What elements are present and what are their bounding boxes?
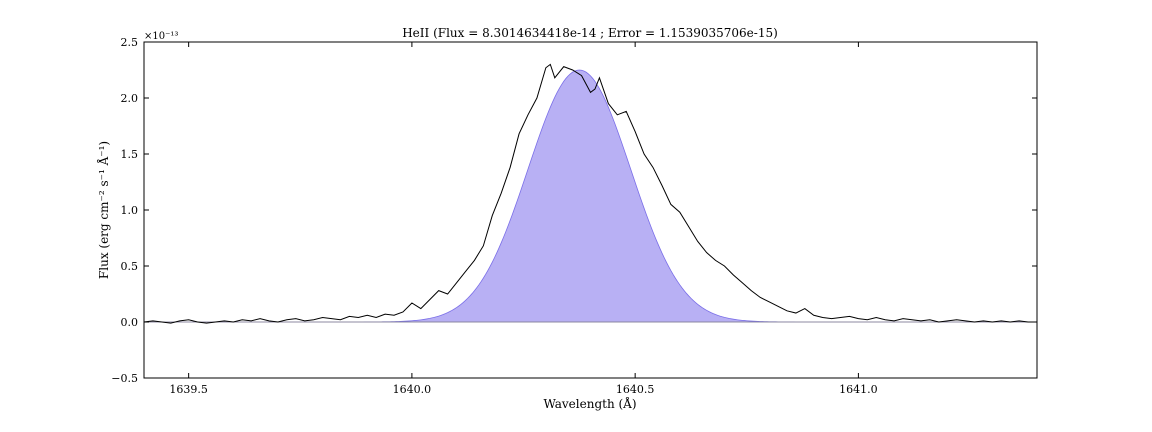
y-tick-label: 2.0	[121, 92, 139, 105]
x-tick-label: 1640.0	[393, 383, 432, 396]
y-tick-label: 1.5	[121, 148, 139, 161]
x-axis-label: Wavelength (Å)	[543, 396, 636, 411]
plot-area	[143, 63, 1037, 324]
y-tick-label: 1.0	[121, 204, 139, 217]
y-offset-text: ×10⁻¹³	[144, 31, 178, 42]
chart-title: HeII (Flux = 8.3014634418e-14 ; Error = …	[402, 26, 778, 40]
y-axis-label: Flux (erg cm⁻² s⁻¹ Å⁻¹)	[96, 141, 111, 279]
data-line	[143, 63, 1037, 324]
y-tick-label: −0.5	[111, 372, 138, 385]
y-tick-label: 0.0	[121, 316, 139, 329]
x-tick-label: 1639.5	[169, 383, 208, 396]
y-tick-label: 0.5	[121, 260, 139, 273]
y-tick-label: 2.5	[121, 36, 139, 49]
gaussian-fit-area	[144, 69, 1037, 323]
x-tick-label: 1640.5	[616, 383, 655, 396]
y-axis: −0.5 0.0 0.5 1.0 1.5 2.0 2.5	[111, 36, 1037, 385]
x-axis: 1639.5 1640.0 1640.5 1641.0	[169, 42, 878, 396]
x-tick-label: 1641.0	[839, 383, 878, 396]
